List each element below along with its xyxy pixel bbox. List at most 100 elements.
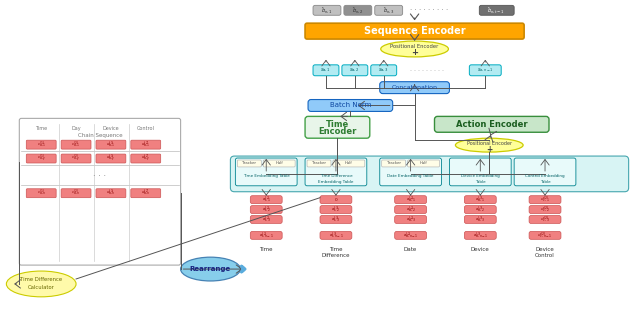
Text: $\hat{b}_{n,1}$: $\hat{b}_{n,1}$ bbox=[321, 5, 333, 15]
Text: $c_{a,n}^{(2)}$: $c_{a,n}^{(2)}$ bbox=[72, 188, 81, 198]
Text: +: + bbox=[486, 145, 492, 154]
FancyBboxPatch shape bbox=[131, 154, 161, 163]
FancyBboxPatch shape bbox=[250, 215, 282, 224]
FancyBboxPatch shape bbox=[529, 196, 561, 203]
Text: $a_{t,n-1}^{(3)}$: $a_{t,n-1}^{(3)}$ bbox=[328, 230, 343, 241]
FancyBboxPatch shape bbox=[236, 158, 297, 186]
Text: $a_{d,n-1}^{(2)}$: $a_{d,n-1}^{(2)}$ bbox=[403, 230, 419, 241]
FancyBboxPatch shape bbox=[465, 196, 496, 203]
FancyBboxPatch shape bbox=[380, 158, 442, 186]
Text: Tracker: Tracker bbox=[243, 162, 256, 165]
Text: Control: Control bbox=[137, 126, 155, 131]
Ellipse shape bbox=[6, 271, 76, 297]
FancyBboxPatch shape bbox=[371, 65, 397, 76]
FancyBboxPatch shape bbox=[96, 154, 126, 163]
FancyBboxPatch shape bbox=[320, 206, 352, 214]
Text: +: + bbox=[411, 48, 418, 57]
Text: Time Difference: Time Difference bbox=[319, 174, 352, 178]
FancyBboxPatch shape bbox=[313, 65, 339, 76]
FancyBboxPatch shape bbox=[305, 158, 367, 186]
FancyBboxPatch shape bbox=[61, 189, 91, 198]
Text: $d_{a,1}^{(2)}$: $d_{a,1}^{(2)}$ bbox=[141, 140, 150, 150]
Text: $c_{a,1}^{(1)}$: $c_{a,1}^{(1)}$ bbox=[36, 140, 46, 150]
Text: Table: Table bbox=[540, 180, 550, 184]
FancyBboxPatch shape bbox=[26, 140, 56, 149]
FancyBboxPatch shape bbox=[469, 65, 501, 76]
FancyBboxPatch shape bbox=[479, 5, 514, 15]
FancyBboxPatch shape bbox=[26, 189, 56, 198]
FancyBboxPatch shape bbox=[395, 231, 426, 239]
Text: Tracker: Tracker bbox=[387, 162, 401, 165]
Text: Time: Time bbox=[35, 126, 47, 131]
Text: $s_{a,n-1}$: $s_{a,n-1}$ bbox=[477, 67, 493, 74]
Text: Half: Half bbox=[420, 162, 428, 165]
Text: $a_{t,3}^{(3)}$: $a_{t,3}^{(3)}$ bbox=[332, 214, 340, 225]
Ellipse shape bbox=[381, 41, 449, 57]
Text: $s_{a,3}$: $s_{a,3}$ bbox=[378, 67, 389, 74]
Text: Half: Half bbox=[345, 162, 353, 165]
Text: Positional Encoder: Positional Encoder bbox=[467, 141, 512, 146]
Text: Time Difference: Time Difference bbox=[20, 277, 62, 283]
Text: $a_{t,2}^{(2)}$: $a_{t,2}^{(2)}$ bbox=[262, 204, 271, 215]
Text: Batch Norm: Batch Norm bbox=[330, 102, 371, 109]
FancyBboxPatch shape bbox=[250, 231, 282, 239]
FancyBboxPatch shape bbox=[250, 196, 282, 203]
Text: Time: Time bbox=[259, 247, 273, 252]
Text: $s_{a,2}$: $s_{a,2}$ bbox=[349, 67, 360, 74]
Text: Time: Time bbox=[326, 120, 349, 129]
Text: $\hat{b}_{n,2}$: $\hat{b}_{n,2}$ bbox=[352, 5, 364, 15]
Text: $\hat{b}_{n,3}$: $\hat{b}_{n,3}$ bbox=[383, 5, 395, 15]
FancyBboxPatch shape bbox=[465, 206, 496, 214]
FancyBboxPatch shape bbox=[96, 140, 126, 149]
FancyBboxPatch shape bbox=[230, 156, 628, 192]
FancyBboxPatch shape bbox=[529, 215, 561, 224]
Text: $d_{c,1}^{(2)}$: $d_{c,1}^{(2)}$ bbox=[540, 194, 550, 205]
Text: Action Encoder: Action Encoder bbox=[456, 120, 527, 129]
Text: $d_{c,n-1}^{(2)}$: $d_{c,n-1}^{(2)}$ bbox=[538, 230, 553, 241]
Text: $a_{d,n-1}^{(3)}$: $a_{d,n-1}^{(3)}$ bbox=[472, 230, 488, 241]
FancyBboxPatch shape bbox=[514, 158, 576, 186]
FancyBboxPatch shape bbox=[320, 215, 352, 224]
FancyBboxPatch shape bbox=[395, 206, 426, 214]
FancyBboxPatch shape bbox=[305, 23, 524, 39]
Text: · · · · · · · · ·: · · · · · · · · · bbox=[410, 68, 444, 73]
Text: Embedding Table: Embedding Table bbox=[318, 180, 354, 184]
Text: $\hat{b}_{n,t-1}$: $\hat{b}_{n,t-1}$ bbox=[488, 5, 505, 15]
FancyBboxPatch shape bbox=[449, 158, 511, 186]
Text: $s_{a,1}$: $s_{a,1}$ bbox=[321, 67, 332, 74]
Text: $a_{t,3}^{(2)}$: $a_{t,3}^{(2)}$ bbox=[262, 214, 271, 225]
Text: Positional Encoder: Positional Encoder bbox=[390, 45, 439, 49]
FancyBboxPatch shape bbox=[313, 5, 341, 15]
Ellipse shape bbox=[456, 138, 523, 152]
FancyBboxPatch shape bbox=[96, 189, 126, 198]
Ellipse shape bbox=[180, 257, 241, 281]
Text: $a_{t,2}^{(3)}$: $a_{t,2}^{(3)}$ bbox=[332, 204, 340, 215]
Text: $c_{a,y}^{(2)}$: $c_{a,y}^{(2)}$ bbox=[72, 153, 81, 164]
Text: $a_{t,1}^{(2)}$: $a_{t,1}^{(2)}$ bbox=[262, 194, 271, 205]
Text: $a_{d,3}^{(3)}$: $a_{d,3}^{(3)}$ bbox=[476, 214, 485, 225]
Text: Control: Control bbox=[535, 253, 555, 258]
FancyBboxPatch shape bbox=[435, 116, 549, 132]
FancyBboxPatch shape bbox=[26, 154, 56, 163]
FancyBboxPatch shape bbox=[131, 189, 161, 198]
Text: $a_{d,1}^{(2)}$: $a_{d,1}^{(2)}$ bbox=[406, 194, 415, 205]
Text: Device: Device bbox=[536, 247, 554, 252]
FancyBboxPatch shape bbox=[395, 215, 426, 224]
Text: Table: Table bbox=[475, 180, 486, 184]
FancyBboxPatch shape bbox=[529, 231, 561, 239]
Text: Date Embedding Table: Date Embedding Table bbox=[387, 174, 434, 178]
Text: Date: Date bbox=[404, 247, 417, 252]
Text: Day: Day bbox=[71, 126, 81, 131]
FancyBboxPatch shape bbox=[529, 206, 561, 214]
FancyBboxPatch shape bbox=[408, 160, 440, 167]
FancyBboxPatch shape bbox=[237, 160, 261, 167]
FancyBboxPatch shape bbox=[131, 140, 161, 149]
Text: Device Embedding: Device Embedding bbox=[461, 174, 500, 178]
Text: $d_{a,1}^{(1)}$: $d_{a,1}^{(1)}$ bbox=[106, 140, 116, 150]
Text: Difference: Difference bbox=[322, 253, 350, 258]
FancyBboxPatch shape bbox=[333, 160, 365, 167]
FancyBboxPatch shape bbox=[375, 5, 403, 15]
FancyBboxPatch shape bbox=[320, 231, 352, 239]
Text: Time: Time bbox=[329, 247, 342, 252]
Text: Half: Half bbox=[275, 162, 283, 165]
